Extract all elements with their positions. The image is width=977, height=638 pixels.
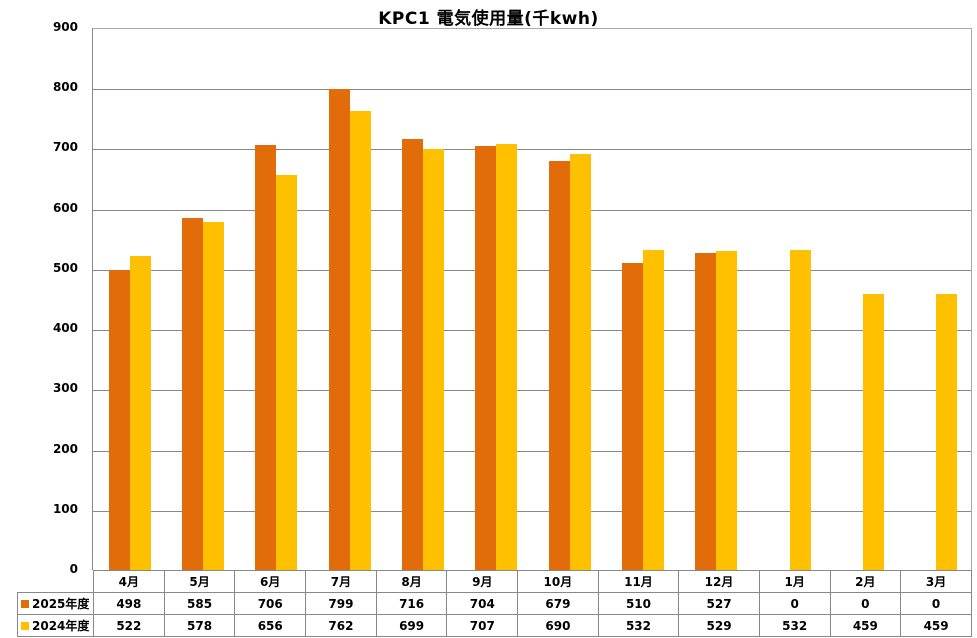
data-cell: 459 bbox=[900, 614, 972, 637]
bar-series-2 bbox=[276, 174, 298, 570]
category-label: 2月 bbox=[829, 570, 902, 593]
bar-series-2 bbox=[129, 255, 151, 570]
category-label: 4月 bbox=[93, 570, 165, 593]
bar-series-2 bbox=[936, 293, 958, 570]
data-cell: 532 bbox=[597, 614, 680, 637]
bar-series-1 bbox=[622, 262, 643, 570]
bar-series-1 bbox=[402, 138, 423, 570]
data-cell: 529 bbox=[678, 614, 760, 637]
table-row: 2024年度 522 578 656 762 699 707 690 532 529 532 459 4… bbox=[17, 614, 972, 637]
data-cell: 0 bbox=[829, 592, 902, 615]
table-corner bbox=[17, 570, 94, 593]
category-label: 11月 bbox=[597, 570, 680, 593]
y-tick-label: 700 bbox=[52, 140, 78, 155]
gridline bbox=[93, 450, 971, 452]
data-cell: 706 bbox=[234, 592, 307, 615]
category-label: 7月 bbox=[305, 570, 377, 593]
data-cell: 799 bbox=[305, 592, 377, 615]
data-cell: 656 bbox=[234, 614, 307, 637]
bar-series-1 bbox=[475, 146, 497, 570]
category-label: 9月 bbox=[446, 570, 519, 593]
y-tick-label: 500 bbox=[52, 260, 78, 275]
legend-label: 2025年度 bbox=[32, 597, 90, 611]
bar-series-2 bbox=[349, 111, 371, 570]
bar-series-1 bbox=[255, 144, 277, 570]
bar-series-2 bbox=[863, 293, 884, 570]
y-tick-label: 300 bbox=[52, 381, 78, 396]
gridline bbox=[93, 149, 971, 151]
category-label: 5月 bbox=[163, 570, 236, 593]
y-tick-label: 200 bbox=[52, 441, 78, 456]
y-tick-label: 100 bbox=[52, 501, 78, 516]
data-cell: 585 bbox=[163, 592, 236, 615]
gridline bbox=[93, 330, 971, 332]
bar-series-2 bbox=[643, 249, 664, 570]
data-cell: 762 bbox=[305, 614, 377, 637]
data-cell: 707 bbox=[446, 614, 519, 637]
category-label: 8月 bbox=[375, 570, 448, 593]
bar-series-1 bbox=[548, 161, 570, 570]
legend-swatch-icon bbox=[21, 600, 29, 608]
data-cell: 527 bbox=[678, 592, 760, 615]
data-cell: 0 bbox=[900, 592, 972, 615]
category-label: 1月 bbox=[758, 570, 831, 593]
bar-series-2 bbox=[496, 144, 518, 570]
bar-series-1 bbox=[182, 217, 203, 570]
category-label: 3月 bbox=[900, 570, 972, 593]
data-table: 4月 5月 6月 7月 8月 9月 10月 11月 12月 1月 2月 3月 2025年度 498 585 7… bbox=[17, 570, 972, 637]
data-cell: 716 bbox=[375, 592, 448, 615]
y-tick-label: 600 bbox=[52, 200, 78, 215]
category-label: 12月 bbox=[678, 570, 760, 593]
bar-series-2 bbox=[569, 154, 591, 570]
gridline bbox=[93, 269, 971, 271]
plot-area bbox=[92, 28, 972, 570]
data-cell: 679 bbox=[517, 592, 599, 615]
bar-series-2 bbox=[789, 249, 811, 570]
legend-label: 2024年度 bbox=[32, 619, 90, 633]
bar-series-2 bbox=[203, 221, 224, 570]
gridline bbox=[93, 89, 971, 91]
data-cell: 498 bbox=[93, 592, 165, 615]
data-cell: 704 bbox=[446, 592, 519, 615]
gridline bbox=[93, 209, 971, 211]
bar-series-2 bbox=[423, 149, 444, 570]
data-cell: 0 bbox=[758, 592, 831, 615]
y-tick-label: 400 bbox=[52, 321, 78, 336]
chart-title: KPC1 電気使用量(千kwh) bbox=[378, 9, 599, 29]
data-cell: 690 bbox=[517, 614, 599, 637]
category-label: 6月 bbox=[234, 570, 307, 593]
gridline bbox=[93, 510, 971, 512]
bar-series-1 bbox=[108, 270, 130, 570]
bar-series-2 bbox=[716, 251, 738, 570]
table-row: 2025年度 498 585 706 799 716 704 679 510 527 0 0 0 bbox=[17, 592, 972, 615]
legend-swatch-icon bbox=[21, 622, 29, 630]
data-cell: 578 bbox=[163, 614, 236, 637]
data-cell: 510 bbox=[597, 592, 680, 615]
data-cell: 699 bbox=[375, 614, 448, 637]
bar-series-1 bbox=[328, 88, 350, 570]
y-tick-label: 800 bbox=[52, 80, 78, 95]
y-tick-label: 0 bbox=[69, 562, 78, 576]
data-cell: 459 bbox=[829, 614, 902, 637]
y-tick-label: 900 bbox=[52, 20, 78, 34]
legend-entry: 2025年度 bbox=[17, 592, 94, 615]
data-cell: 522 bbox=[93, 614, 165, 637]
bar-series-1 bbox=[695, 252, 717, 570]
gridline bbox=[93, 390, 971, 392]
legend-entry: 2024年度 bbox=[17, 614, 94, 637]
data-cell: 532 bbox=[758, 614, 831, 637]
category-label: 10月 bbox=[517, 570, 599, 593]
